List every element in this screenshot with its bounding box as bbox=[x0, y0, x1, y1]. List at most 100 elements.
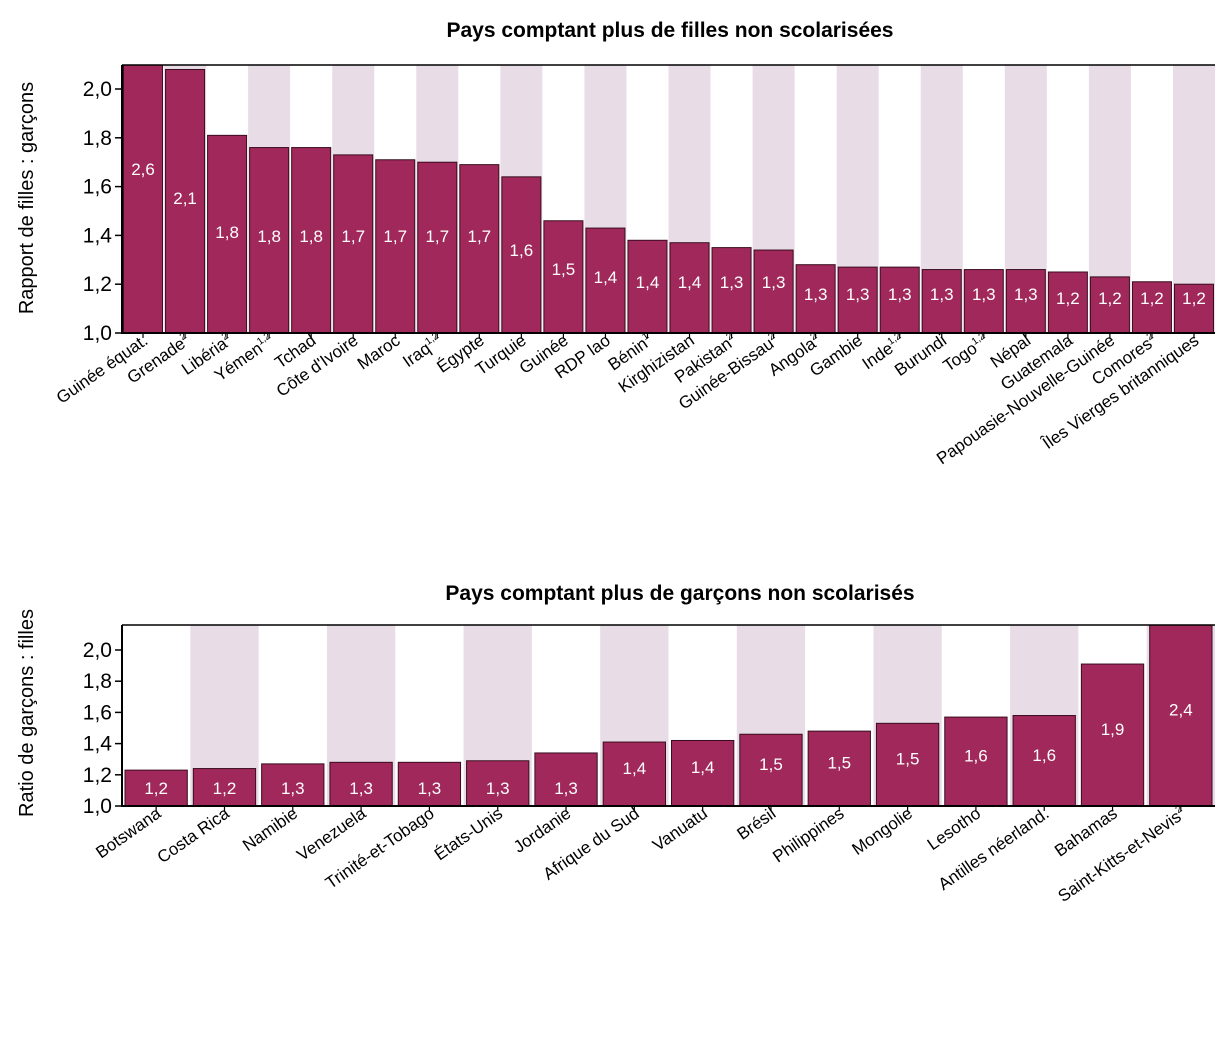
bar-value-label: 1,8 bbox=[257, 227, 281, 246]
bar-value-label: 1,5 bbox=[552, 260, 576, 279]
y-tick-labels: 1,0 1,2 1,4 1,6 1,8 2,0 bbox=[83, 639, 113, 818]
bar-value-label: 1,3 bbox=[486, 779, 510, 798]
x-category-label: Lesotho bbox=[924, 804, 984, 854]
bar-value-label: 1,2 bbox=[1140, 289, 1164, 308]
bar bbox=[165, 68, 206, 334]
y-tick-label: 1,0 bbox=[83, 795, 112, 818]
bar bbox=[671, 739, 735, 807]
bar bbox=[123, 64, 164, 334]
bar-series bbox=[123, 64, 1215, 334]
bar-value-label: 1,5 bbox=[759, 755, 783, 774]
bar bbox=[501, 176, 542, 334]
bar bbox=[375, 159, 416, 334]
chart-title: Pays comptant plus de garçons non scolar… bbox=[445, 582, 914, 605]
bar-value-label: 1,3 bbox=[888, 285, 912, 304]
bar-value-label: 1,4 bbox=[623, 759, 647, 778]
bar-value-label: 1,2 bbox=[1098, 289, 1122, 308]
bar-value-label: 1,3 bbox=[804, 285, 828, 304]
bar-value-label: 1,5 bbox=[896, 750, 920, 769]
bar bbox=[739, 733, 803, 807]
bar-value-label: 1,8 bbox=[299, 227, 323, 246]
bar-value-label: 2,6 bbox=[131, 160, 155, 179]
bar-value-label: 1,5 bbox=[827, 754, 851, 773]
bar-value-label: 1,4 bbox=[678, 273, 702, 292]
chart-girls-out-of-school: 1,0 1,2 1,4 1,6 1,8 2,0 Guinée équat.Grenade2… bbox=[16, 19, 1215, 468]
bar bbox=[879, 266, 920, 334]
bar-value-label: 1,3 bbox=[720, 273, 744, 292]
bar-value-label: 1,4 bbox=[691, 758, 715, 777]
bar-value-label: 1,7 bbox=[341, 227, 365, 246]
bar bbox=[261, 763, 325, 807]
bar bbox=[543, 220, 584, 334]
axes bbox=[115, 624, 1215, 811]
bar-value-label: 1,3 bbox=[281, 779, 305, 798]
bar-value-label: 1,6 bbox=[510, 241, 534, 260]
bar bbox=[534, 752, 598, 807]
bar-value-label: 1,3 bbox=[930, 285, 954, 304]
y-axis-label: Ratio de garçons : filles bbox=[16, 609, 38, 817]
x-category-label: Namibie bbox=[239, 804, 301, 855]
bar-value-label: 1,7 bbox=[425, 227, 449, 246]
bar bbox=[837, 266, 878, 334]
x-category-label: Saint-Kitts-et-Nevis2 bbox=[1055, 803, 1190, 905]
x-category-label: Costa Rica bbox=[154, 803, 233, 867]
y-tick-label: 1,8 bbox=[83, 127, 112, 150]
x-category-label: Togo1,2 bbox=[940, 330, 993, 375]
bar bbox=[585, 227, 626, 334]
bar bbox=[1149, 624, 1213, 807]
bar-value-label: 1,3 bbox=[762, 273, 786, 292]
y-tick-label: 1,8 bbox=[83, 670, 112, 693]
bar-value-label: 1,7 bbox=[383, 227, 407, 246]
bar bbox=[1080, 663, 1145, 807]
bar bbox=[963, 269, 1004, 334]
y-tick-labels: 1,0 1,2 1,4 1,6 1,8 2,0 bbox=[83, 78, 113, 345]
x-category-label: Vanuatu bbox=[649, 804, 711, 855]
x-category-label: Mongolie bbox=[848, 804, 915, 859]
bar-value-label: 1,3 bbox=[554, 779, 578, 798]
bar bbox=[291, 147, 332, 334]
x-category-labels: Guinée équat.Grenade2Libéria2Yémen1,2Tch… bbox=[53, 330, 1202, 468]
bar-value-label: 2,1 bbox=[173, 189, 197, 208]
bar bbox=[944, 716, 1008, 807]
bar bbox=[627, 239, 668, 334]
bar bbox=[711, 247, 752, 334]
bar-value-labels: 2,6 2,1 1,8 1,8 1,8 1,7 1,7 1,7 1,7 1,6 1,5 1,4 1,4 1… bbox=[131, 160, 1206, 308]
bar bbox=[417, 161, 458, 334]
y-tick-label: 1,4 bbox=[83, 733, 113, 756]
bar-value-label: 1,9 bbox=[1101, 720, 1125, 739]
bar-value-label: 1,4 bbox=[594, 268, 618, 287]
bar-value-label: 1,7 bbox=[468, 227, 492, 246]
bar-value-label: 1,3 bbox=[418, 779, 442, 798]
bar bbox=[921, 269, 962, 334]
bar-value-label: 1,2 bbox=[144, 779, 168, 798]
bar bbox=[207, 134, 248, 334]
bar bbox=[753, 249, 794, 334]
bar bbox=[459, 164, 500, 334]
bar bbox=[1089, 276, 1130, 334]
bar-value-label: 1,2 bbox=[1056, 289, 1080, 308]
bar bbox=[795, 264, 836, 334]
y-tick-label: 1,4 bbox=[83, 224, 113, 247]
y-tick-label: 1,2 bbox=[83, 764, 112, 787]
bar-value-label: 2,4 bbox=[1169, 701, 1193, 720]
bar-series bbox=[124, 624, 1213, 807]
x-category-label: États-Unis bbox=[431, 804, 506, 865]
bar-value-label: 1,3 bbox=[846, 285, 870, 304]
chart-title: Pays comptant plus de filles non scolari… bbox=[447, 19, 894, 42]
bar bbox=[333, 154, 374, 334]
y-tick-label: 1,0 bbox=[83, 322, 112, 345]
axes bbox=[115, 64, 1215, 338]
y-tick-label: 2,0 bbox=[83, 78, 112, 101]
y-axis-label: Rapport de filles : garçons bbox=[16, 82, 38, 314]
bar bbox=[329, 761, 393, 807]
bar-value-label: 1,3 bbox=[349, 779, 373, 798]
x-category-label: Brésil bbox=[734, 804, 780, 844]
y-tick-label: 1,6 bbox=[83, 701, 112, 724]
bar bbox=[875, 722, 940, 807]
bar-value-label: 1,4 bbox=[636, 273, 660, 292]
y-tick-label: 1,2 bbox=[83, 273, 112, 296]
bar-value-label: 1,8 bbox=[215, 223, 239, 242]
bar bbox=[1012, 715, 1076, 807]
bar bbox=[466, 760, 530, 807]
